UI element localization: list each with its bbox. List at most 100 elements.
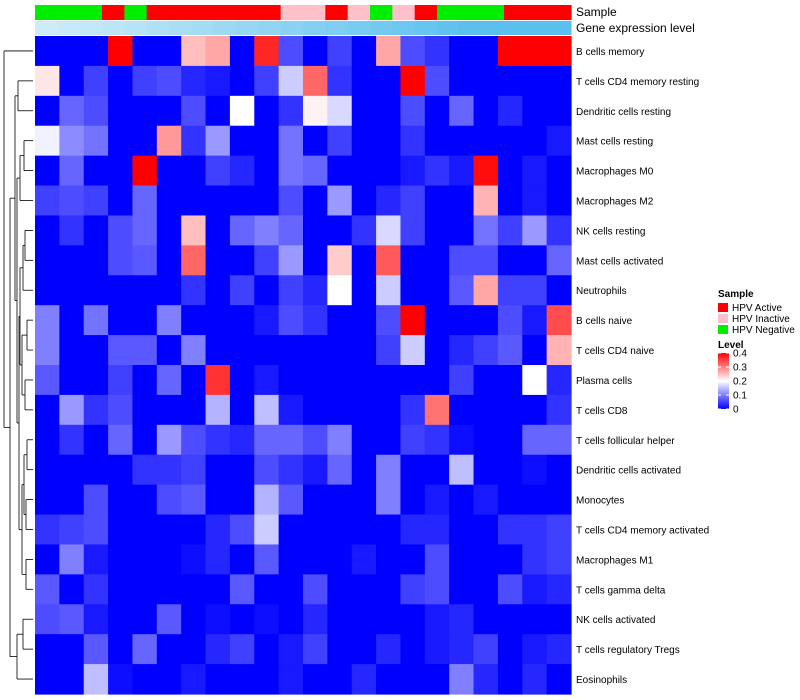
heatmap-cell — [327, 305, 353, 336]
heatmap-cell — [83, 604, 109, 635]
heatmap-cell — [351, 245, 377, 276]
heatmap-cell — [83, 514, 109, 546]
heatmap-cell — [522, 275, 548, 306]
sample-annotation-cell — [79, 5, 103, 20]
heatmap-cell — [522, 394, 548, 426]
expression-annotation-cell — [303, 21, 326, 35]
heatmap-cell — [254, 664, 280, 695]
heatmap-cell — [522, 544, 548, 575]
heatmap-cell — [132, 394, 158, 426]
heatmap-cell — [303, 95, 328, 127]
heatmap-cell — [303, 514, 328, 546]
heatmap-cell — [205, 36, 231, 67]
heatmap-cell — [229, 574, 255, 605]
heatmap-cell — [278, 454, 304, 486]
heatmap-cell — [327, 634, 353, 665]
legend-swatch — [718, 325, 728, 334]
heatmap-cell — [35, 155, 60, 187]
sample-annotation-cell — [459, 5, 483, 20]
heatmap-cell — [205, 275, 231, 306]
heatmap-cell — [473, 95, 499, 127]
heatmap-cell — [132, 454, 158, 486]
heatmap-cell — [59, 394, 85, 426]
heatmap-cell — [108, 125, 134, 157]
row-label: Dendritic cells activated — [576, 466, 681, 477]
heatmap-cell — [351, 36, 377, 67]
heatmap-cell — [181, 514, 207, 546]
heatmap-cell — [497, 604, 523, 635]
heatmap-cell — [303, 65, 328, 97]
heatmap-cell — [327, 454, 353, 486]
heatmap-cell — [59, 36, 85, 67]
heatmap-cell — [35, 454, 60, 486]
heatmap-cell — [497, 305, 523, 336]
heatmap-cell — [522, 424, 548, 456]
heatmap-cell — [205, 185, 231, 217]
heatmap-cell — [449, 36, 475, 67]
legend-swatch — [718, 303, 728, 312]
expression-annotation-cell — [57, 21, 81, 35]
heatmap-cell — [35, 365, 60, 396]
heatmap-cell — [132, 365, 158, 396]
heatmap-cell — [278, 245, 304, 276]
sample-annotation-cell — [236, 5, 259, 20]
heatmap-cell — [205, 544, 231, 575]
heatmap-cell — [376, 634, 402, 665]
heatmap-cell — [278, 544, 304, 575]
heatmap-cell — [376, 424, 402, 456]
expression-annotation-cell — [370, 21, 393, 35]
legend-label: HPV Active — [732, 303, 782, 314]
heatmap-cell — [181, 544, 207, 575]
row-label: Plasma cells — [576, 376, 632, 387]
heatmap-cell — [546, 125, 572, 157]
heatmap-cell — [108, 305, 134, 336]
heatmap-cell — [156, 185, 182, 217]
heatmap-cell — [303, 36, 328, 67]
heatmap-cell — [546, 484, 572, 516]
heatmap-cell — [351, 365, 377, 396]
sample-annotation-cell — [548, 5, 572, 20]
heatmap-cell — [229, 245, 255, 276]
heatmap-cell — [205, 215, 231, 246]
heatmap-cell — [229, 604, 255, 635]
heatmap-cell — [351, 335, 377, 366]
heatmap-cell — [254, 604, 280, 635]
heatmap-cell — [327, 424, 353, 456]
expression-annotation-cell — [35, 21, 58, 35]
expression-annotation-cell — [481, 21, 505, 35]
gene-expression-annotation-bar — [35, 21, 572, 35]
heatmap-cell — [229, 365, 255, 396]
heatmap-cell — [327, 335, 353, 366]
heatmap-cell — [278, 604, 304, 635]
heatmap-cell — [205, 664, 231, 695]
heatmap-cell — [108, 634, 134, 665]
heatmap-cell — [108, 574, 134, 605]
heatmap-cell — [181, 634, 207, 665]
heatmap-cell — [156, 604, 182, 635]
heatmap-cell — [278, 275, 304, 306]
heatmap-cell — [132, 484, 158, 516]
heatmap-cell — [181, 305, 207, 336]
heatmap-cell — [522, 664, 548, 695]
heatmap-cell — [35, 275, 60, 306]
heatmap-cell — [254, 36, 280, 67]
heatmap-cell — [400, 454, 426, 486]
heatmap-cell — [278, 365, 304, 396]
heatmap-cell — [351, 424, 377, 456]
heatmap-cell — [497, 185, 523, 217]
heatmap-cell — [449, 604, 475, 635]
heatmap-cell — [449, 95, 475, 127]
heatmap-cell — [156, 215, 182, 246]
heatmap-cell — [83, 215, 109, 246]
heatmap-cell — [278, 424, 304, 456]
heatmap-cell — [327, 514, 353, 546]
heatmap-cell — [376, 36, 402, 67]
heatmap-cell — [473, 664, 499, 695]
heatmap-cell — [303, 604, 328, 635]
heatmap-cell — [400, 305, 426, 336]
heatmap-cell — [546, 634, 572, 665]
heatmap-cell — [546, 245, 572, 276]
heatmap-cell — [59, 604, 85, 635]
heatmap-cell — [424, 394, 450, 426]
